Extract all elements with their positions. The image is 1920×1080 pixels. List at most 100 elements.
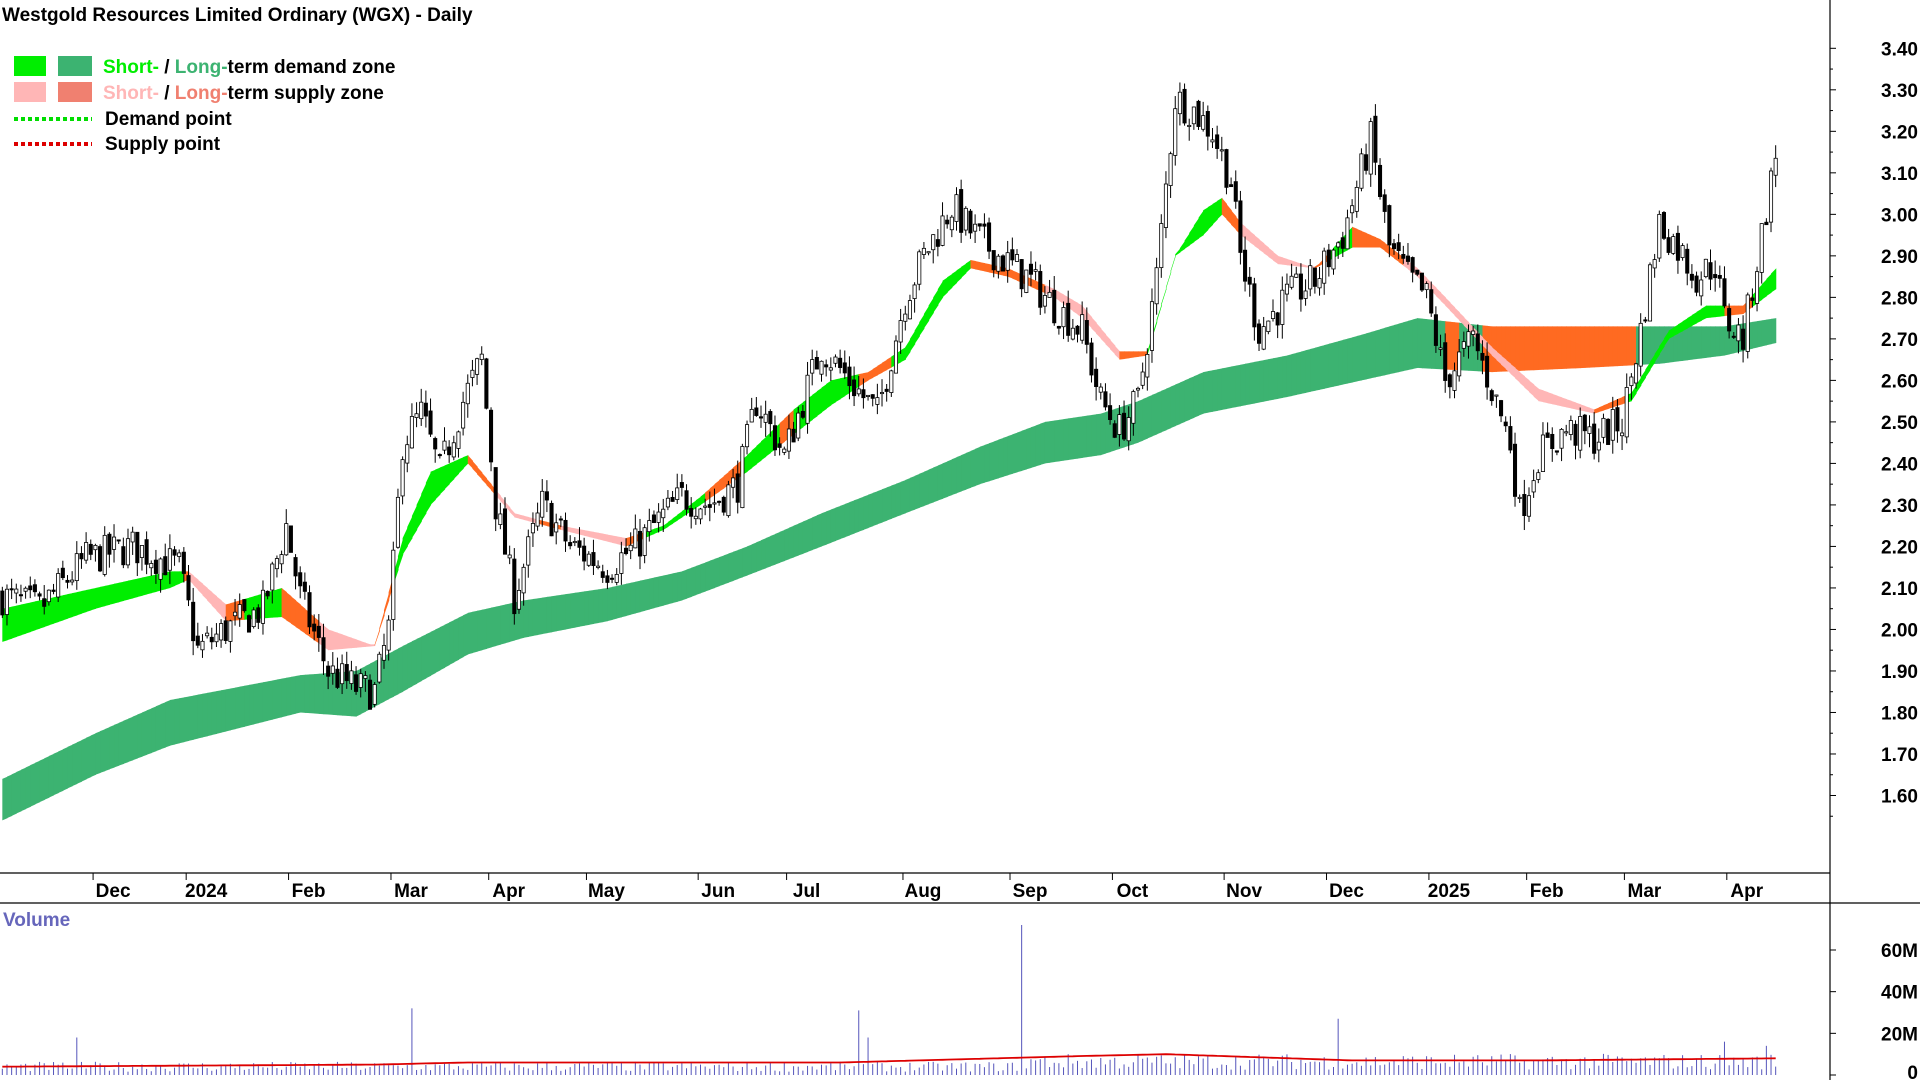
short-zone-segment xyxy=(1380,239,1386,252)
candle-body xyxy=(28,585,33,591)
long-zone-segment xyxy=(686,567,692,599)
candle-body xyxy=(1224,149,1229,188)
long-zone-segment xyxy=(891,483,897,519)
long-zone-segment xyxy=(1631,326,1637,366)
long-zone-segment xyxy=(1612,326,1619,367)
long-zone-segment xyxy=(1338,339,1344,386)
candle-body xyxy=(810,359,815,374)
chart-title: Westgold Resources Limited Ordinary (WGX… xyxy=(2,5,473,26)
candle-body xyxy=(1592,423,1597,454)
candle-body xyxy=(1201,115,1206,130)
volume-tick-label: 40M xyxy=(1881,983,1918,1004)
short-zone-segment xyxy=(444,463,450,490)
candle-body xyxy=(1331,249,1336,270)
short-zone-segment xyxy=(1272,251,1279,265)
short-zone-segment xyxy=(509,507,515,518)
long-zone-segment xyxy=(467,611,474,655)
short-zone-segment xyxy=(1654,346,1660,363)
short-zone-segment xyxy=(1058,291,1065,305)
short-zone-segment xyxy=(1761,278,1767,300)
short-zone-segment xyxy=(137,577,143,598)
candle-body xyxy=(1308,265,1313,290)
candle-body xyxy=(1028,263,1033,275)
long-zone-segment xyxy=(44,756,50,800)
short-zone-segment xyxy=(127,579,134,600)
short-zone-segment xyxy=(705,488,711,502)
candle-body xyxy=(693,515,698,520)
short-zone-segment xyxy=(267,590,273,619)
long-zone-segment xyxy=(425,631,432,679)
candle-body xyxy=(130,531,135,543)
short-zone-segment xyxy=(500,495,506,507)
candle-body xyxy=(1247,276,1252,285)
long-zone-segment xyxy=(1259,360,1265,403)
long-zone-segment xyxy=(1710,326,1716,358)
long-zone-segment xyxy=(30,762,36,807)
long-zone-segment xyxy=(1184,378,1190,422)
candle-body xyxy=(1499,400,1504,417)
short-zone-segment xyxy=(821,384,827,413)
long-zone-segment xyxy=(258,682,264,724)
candle-body xyxy=(838,357,843,368)
short-zone-segment xyxy=(383,592,390,616)
candle-body xyxy=(428,410,433,435)
short-zone-segment xyxy=(872,365,878,378)
short-zone-segment xyxy=(574,528,581,535)
long-zone-segment xyxy=(518,600,525,640)
short-zone-segment xyxy=(868,368,874,381)
long-zone-segment xyxy=(942,461,948,499)
long-zone-segment xyxy=(393,648,399,697)
candle-body xyxy=(391,549,396,620)
short-zone-segment xyxy=(1454,307,1460,321)
short-zone-segment xyxy=(439,465,446,495)
long-zone-segment xyxy=(584,590,590,626)
date-tick-label: Mar xyxy=(394,881,428,902)
candle-body xyxy=(1601,417,1606,438)
candle-body xyxy=(1452,370,1457,391)
short-zone-segment xyxy=(658,525,664,532)
short-zone-segment xyxy=(211,592,218,611)
short-zone-segment xyxy=(830,379,837,406)
long-zone-segment xyxy=(984,443,990,483)
long-zone-segment xyxy=(1091,414,1097,457)
long-zone-segment xyxy=(1519,326,1525,371)
long-zone-segment xyxy=(723,553,730,585)
candle-body xyxy=(228,620,233,642)
candle-body xyxy=(191,601,196,642)
candle-body xyxy=(1391,243,1397,250)
long-zone-segment xyxy=(677,571,683,602)
candle-body xyxy=(935,239,940,247)
candle-body xyxy=(93,544,98,551)
short-zone-segment xyxy=(118,581,124,603)
candle-body xyxy=(1014,254,1020,262)
short-zone-segment xyxy=(1100,328,1107,345)
short-zone-segment xyxy=(1370,235,1376,248)
short-zone-segment xyxy=(276,587,283,618)
candle-body xyxy=(158,558,163,580)
long-zone-segment xyxy=(2,776,8,821)
long-zone-segment xyxy=(877,489,883,525)
short-zone-segment xyxy=(965,260,972,274)
short-zone-segment xyxy=(402,527,408,555)
short-zone-segment xyxy=(1352,226,1358,248)
long-zone-segment xyxy=(109,724,115,770)
candle-body xyxy=(1149,301,1155,351)
long-zone-segment xyxy=(681,569,688,601)
long-zone-segment xyxy=(1533,326,1539,371)
long-zone-segment xyxy=(1594,326,1600,368)
candle-body xyxy=(1154,267,1159,305)
long-zone-segment xyxy=(1352,336,1358,383)
short-zone-segment xyxy=(151,574,157,594)
candle-body xyxy=(1322,250,1327,284)
candle-body xyxy=(279,554,284,565)
candle-body xyxy=(893,340,899,374)
short-zone-segment xyxy=(1193,217,1200,243)
candle-body xyxy=(326,665,331,677)
long-zone-segment xyxy=(1305,348,1311,393)
long-zone-segment xyxy=(737,548,743,580)
short-zone-segment xyxy=(1156,303,1162,323)
candle-body xyxy=(800,410,805,418)
long-zone-segment xyxy=(1752,321,1758,349)
short-zone-segment xyxy=(1254,235,1260,250)
candle-body xyxy=(195,635,200,646)
